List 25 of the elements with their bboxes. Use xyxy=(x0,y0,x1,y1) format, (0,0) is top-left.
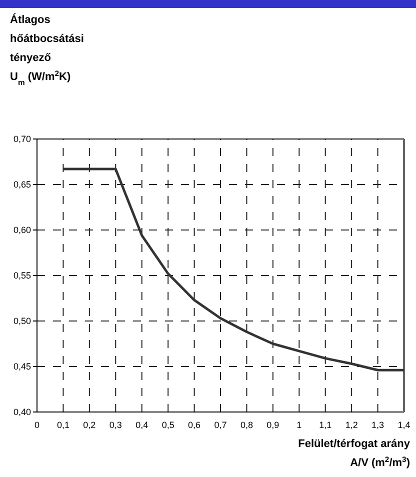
x-tick-label: 0 xyxy=(34,420,40,430)
x-tick-label: 0,1 xyxy=(56,420,70,430)
x-axis-title: Felület/térfogat arány A/V (m$^{2}$/m$^{3}$) xyxy=(298,438,411,469)
y-tick-label: 0,45 xyxy=(13,362,31,372)
y-tick-label: 0,65 xyxy=(13,180,31,190)
x-tick-label: 0,2 xyxy=(83,420,96,430)
x-tick-label: 0,9 xyxy=(266,420,280,430)
x-tick-label: 0,4 xyxy=(136,420,148,430)
x-tick-label: 0,7 xyxy=(214,420,227,430)
y-tick-label: 0,60 xyxy=(13,225,31,236)
y-tick-label: 0,70 xyxy=(13,134,31,144)
x-tick-label: 1,3 xyxy=(372,420,384,430)
x-tick-label: 1,1 xyxy=(319,420,332,430)
x-tick-label: 1,4 xyxy=(398,420,410,430)
x-tick-label: 0,8 xyxy=(240,420,253,430)
x-tick-label: 1 xyxy=(296,420,302,430)
y-tick-label: 0,40 xyxy=(13,407,31,418)
x-tick-label: 0,3 xyxy=(109,420,122,430)
x-tick-label: 0,6 xyxy=(188,420,201,430)
y-axis-title: Átlagos hőátbocsátási tényező U$_{m}$ (W/m$^{2}$K) xyxy=(10,13,84,86)
y-tick-label: 0,55 xyxy=(13,270,31,281)
x-tick-label: 0,5 xyxy=(162,420,174,430)
line-series xyxy=(62,168,406,372)
y-tick-label: 0,50 xyxy=(13,316,31,326)
x-tick-label: 1,2 xyxy=(345,420,358,430)
